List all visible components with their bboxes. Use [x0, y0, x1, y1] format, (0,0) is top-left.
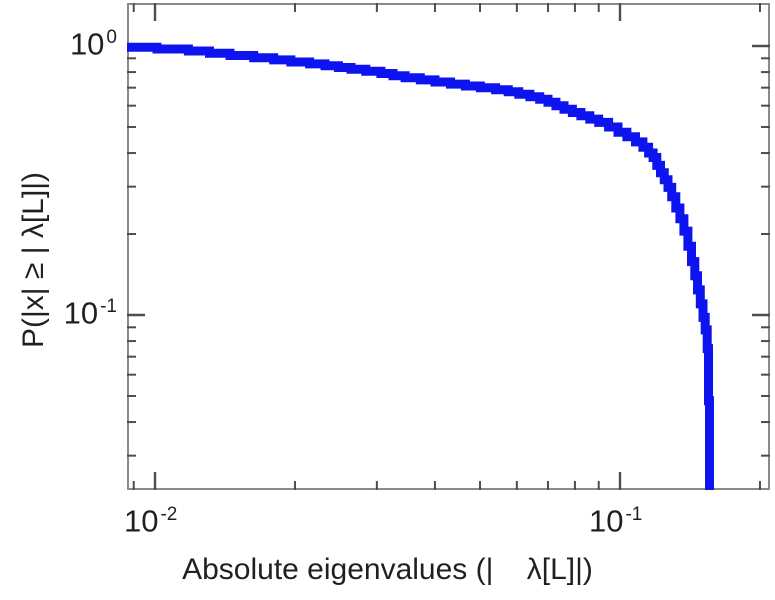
y-tick-1e-1-mantissa: 10: [63, 295, 99, 331]
y-tick-label-1e-1: 10 -1: [64, 297, 117, 328]
y-tick-1e-1-exponent: -1: [100, 296, 117, 317]
axis-ticks-group: [127, 3, 770, 490]
x-tick-label-1e-2: 10 -2: [124, 505, 177, 536]
y-axis-title: P(|x| ≥ | λ[L]|): [17, 172, 50, 348]
y-tick-1e0-exponent: 0: [106, 27, 117, 48]
x-axis-title: Absolute eigenvalues (| λ[L]|): [182, 553, 593, 586]
y-tick-1e0-mantissa: 10: [69, 26, 105, 62]
y-tick-label-1e0: 10 0: [70, 28, 117, 59]
x-tick-1e-1-mantissa: 10: [589, 503, 624, 539]
ccdf-curve: [127, 42, 714, 490]
x-tick-label-1e-1: 10 -1: [589, 505, 642, 536]
x-tick-1e-2-exponent: -2: [160, 504, 178, 525]
x-tick-1e-2-mantissa: 10: [124, 503, 159, 539]
x-tick-1e-1-exponent: -1: [625, 504, 643, 525]
